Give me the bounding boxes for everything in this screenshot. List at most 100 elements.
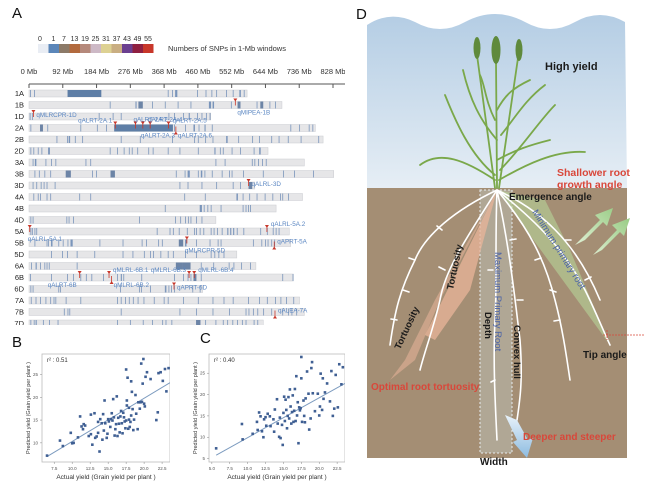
snp-density-block (275, 228, 277, 235)
snp-density-block (35, 320, 37, 327)
data-point (117, 422, 121, 426)
snp-density-block (260, 101, 264, 109)
snp-density-block (187, 274, 189, 281)
snp-density-block (183, 297, 185, 304)
snp-density-block (187, 182, 189, 189)
snp-density-block (141, 239, 143, 247)
snp-density-block (131, 147, 133, 155)
data-point (109, 417, 113, 421)
data-point (287, 417, 291, 420)
chromosome-label: 5A (15, 227, 24, 236)
snp-density-block (200, 274, 202, 281)
snp-density-block (256, 193, 258, 201)
snp-density-block (55, 159, 57, 166)
data-point (103, 399, 106, 402)
snp-density-block (112, 113, 114, 120)
data-point (58, 439, 62, 442)
snp-density-block (203, 205, 205, 212)
qtl-label: qMLRL-6B.3 (151, 267, 187, 274)
snp-density-block (227, 320, 229, 327)
snp-density-block (252, 308, 254, 316)
data-point (241, 438, 244, 441)
snp-density-block (139, 136, 141, 143)
snp-density-block (178, 228, 180, 235)
qtl-marker-icon (272, 315, 277, 319)
snp-density-block (73, 274, 74, 281)
snp-density-block (123, 147, 125, 155)
data-point (118, 431, 121, 434)
data-point (284, 398, 287, 401)
snp-density-block (174, 285, 175, 293)
data-point (139, 401, 142, 404)
chromosome-label: 3D (14, 181, 24, 190)
snp-density-block (45, 297, 47, 304)
snp-density-block (257, 308, 259, 316)
root-architecture-illustration: High yield Shallower root growth angle E… (367, 14, 645, 468)
qtl-label: qMLRCPR-5D (185, 248, 226, 255)
x-tick-label: 10.0 (68, 466, 77, 471)
data-point (116, 434, 119, 438)
data-point (45, 454, 49, 457)
snp-density-block (248, 308, 250, 316)
data-point (125, 399, 129, 402)
snp-density-block (168, 285, 170, 293)
snp-density-block (65, 297, 67, 304)
snp-density-block (233, 228, 235, 235)
snp-density-block (257, 320, 259, 327)
snp-density-block (214, 251, 216, 258)
snp-density-block (46, 182, 48, 189)
snp-density-block (192, 285, 194, 293)
snp-density-block (199, 228, 201, 235)
snp-density-block (308, 124, 310, 132)
snp-density-block (213, 228, 215, 235)
data-point (307, 428, 311, 431)
qtl-label: qMLRCPR-1D (36, 112, 77, 119)
data-point (310, 366, 313, 370)
data-point (149, 377, 152, 381)
data-point (98, 450, 101, 453)
snp-density-block (30, 274, 31, 281)
data-point (285, 426, 289, 430)
chromosome-bar (28, 239, 292, 247)
snp-density-block (167, 297, 169, 304)
data-point (293, 387, 297, 391)
data-point (140, 400, 144, 404)
snp-density-block (222, 320, 224, 327)
data-point (279, 436, 282, 440)
chromosome-bar (28, 181, 256, 190)
qtl-marker-icon (140, 121, 145, 125)
data-point (325, 382, 329, 385)
snp-density-block (151, 101, 153, 109)
snp-density-block (212, 308, 214, 316)
snp-density-block (109, 147, 111, 155)
snp-density-block (211, 124, 213, 132)
snp-density-block (30, 320, 32, 327)
snp-density-block (230, 101, 232, 109)
snp-density-block (220, 239, 222, 247)
snp-density-block (265, 159, 267, 166)
data-point (268, 415, 272, 418)
chromosome-bar (28, 285, 203, 293)
snp-density-block (253, 147, 255, 155)
label-tip-angle: Tip angle (583, 350, 627, 361)
qtl-label: qALRT-2A.1 (78, 118, 113, 125)
x-tick-label: 7.5 (51, 466, 58, 471)
snp-density-block (174, 124, 175, 132)
snp-density-block (243, 228, 245, 235)
snp-density-block (68, 216, 70, 224)
data-point (105, 436, 109, 440)
legend-tick: 49 (134, 36, 142, 43)
panel-c-scatter: C 5.0 7.5 10.0 12.5 15.0 17.5 20.0 22.5 5 10 15 20 2… (170, 325, 346, 486)
data-point (107, 420, 111, 423)
y-axis-label: Predicted yield (Grain yield per plant ) (193, 362, 199, 454)
snp-density-block (152, 147, 154, 155)
snp-density-block (40, 297, 41, 304)
snp-density-block (35, 297, 37, 304)
data-point (61, 444, 65, 448)
data-point (143, 405, 147, 408)
snp-density-block (242, 193, 244, 201)
data-point (302, 414, 306, 418)
snp-density-block (267, 239, 269, 247)
chromosome-snp-map: 0 1 7 13 19 25 31 37 43 49 55 Numbers of SNPs in 1-… (14, 36, 345, 328)
snp-density-block (282, 308, 284, 316)
